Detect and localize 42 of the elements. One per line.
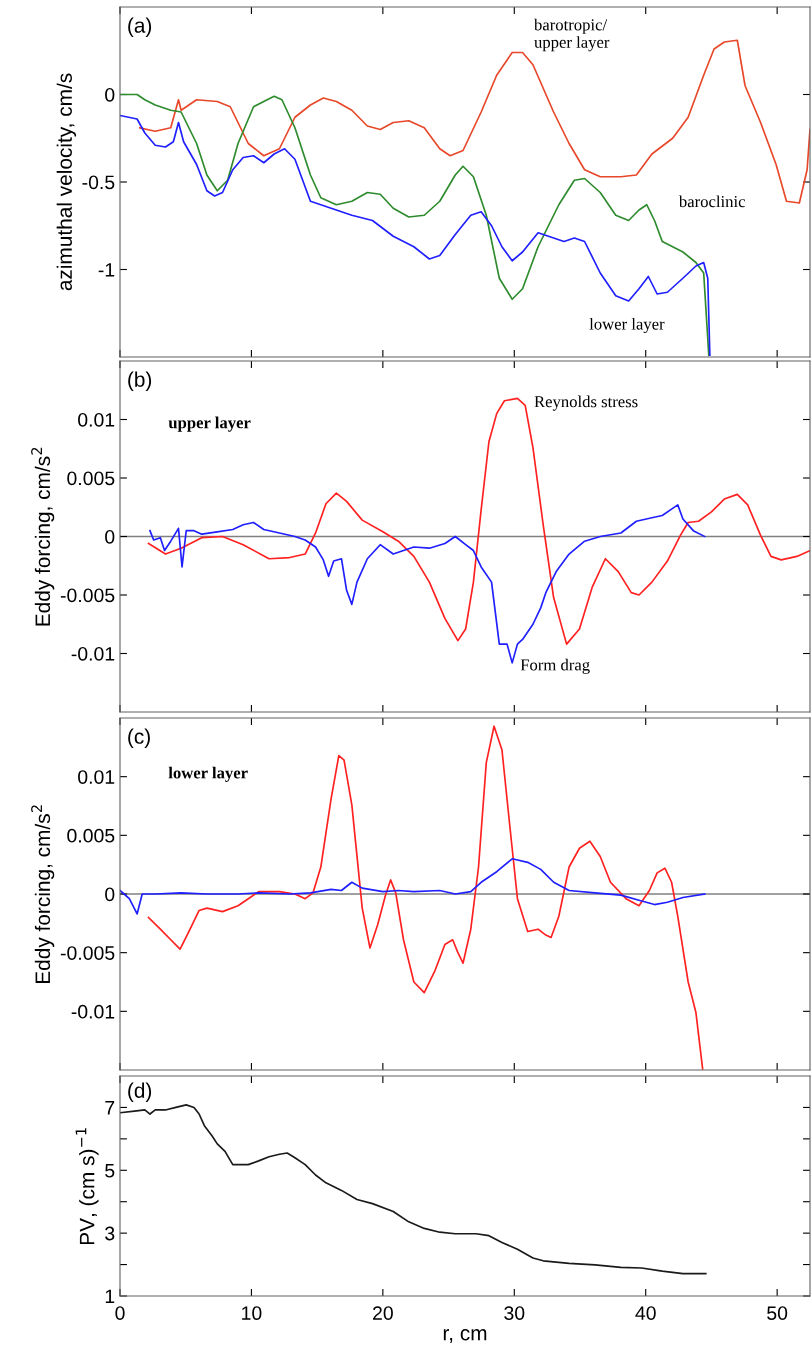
annotation: upper layer bbox=[168, 416, 251, 432]
x-tick-label: 20 bbox=[373, 1306, 393, 1320]
y-tick-label: 0.005 bbox=[67, 471, 115, 486]
y-tick-label: -0.005 bbox=[60, 946, 115, 960]
series-label: barotropic/ upper layer bbox=[534, 18, 610, 52]
y-tick-label: -0.01 bbox=[71, 646, 115, 661]
annotation: lower layer bbox=[168, 766, 248, 782]
y-tick-label: 5 bbox=[105, 1163, 115, 1178]
y-tick-label: 1 bbox=[105, 1289, 115, 1304]
x-tick-label: 40 bbox=[635, 1306, 656, 1320]
y-tick-label: 3 bbox=[105, 1226, 115, 1241]
line-series bbox=[147, 397, 810, 645]
annotation: (a) bbox=[128, 17, 152, 37]
x-axis-title: r, cm bbox=[443, 1329, 487, 1343]
y-axis-title: Eddy forcing, cm/s$^{2}$ bbox=[31, 447, 55, 626]
y-axis-title: PV, (cm s)$^{−1}$ bbox=[75, 1128, 99, 1245]
y-axis-title: Eddy forcing, cm/s$^{2}$ bbox=[31, 805, 55, 984]
y-tick-label: -0.01 bbox=[71, 1004, 115, 1019]
y-tick-label: -1 bbox=[98, 263, 115, 277]
y-tick-label: 0.01 bbox=[78, 770, 115, 784]
y-axis-title: azimuthal velocity, cm/s bbox=[56, 73, 77, 291]
series-label: Form drag bbox=[520, 658, 590, 674]
y-tick-label: 0 bbox=[105, 87, 115, 102]
y-tick-label: 7 bbox=[105, 1101, 115, 1115]
x-tick-label: 50 bbox=[767, 1306, 788, 1320]
y-tick-label: -0.5 bbox=[82, 175, 115, 190]
annotation: (d) bbox=[128, 1082, 152, 1103]
series-label: Reynolds stress bbox=[534, 395, 638, 411]
y-tick-label: 0.005 bbox=[67, 828, 115, 843]
series-label: baroclinic bbox=[678, 195, 746, 208]
y-tick-label: 0 bbox=[105, 529, 115, 544]
x-tick-label: 10 bbox=[242, 1306, 262, 1320]
y-tick-label: 0 bbox=[105, 887, 115, 902]
x-tick-label: 0 bbox=[115, 1306, 125, 1320]
x-tick-label: 30 bbox=[504, 1306, 525, 1320]
series-label: lower layer bbox=[589, 317, 665, 334]
line-series bbox=[120, 1104, 707, 1275]
annotation: (c) bbox=[128, 728, 150, 748]
y-tick-label: 0.01 bbox=[78, 412, 115, 427]
y-tick-label: -0.005 bbox=[60, 588, 115, 603]
annotation: (b) bbox=[128, 371, 152, 391]
line-series bbox=[120, 857, 706, 915]
